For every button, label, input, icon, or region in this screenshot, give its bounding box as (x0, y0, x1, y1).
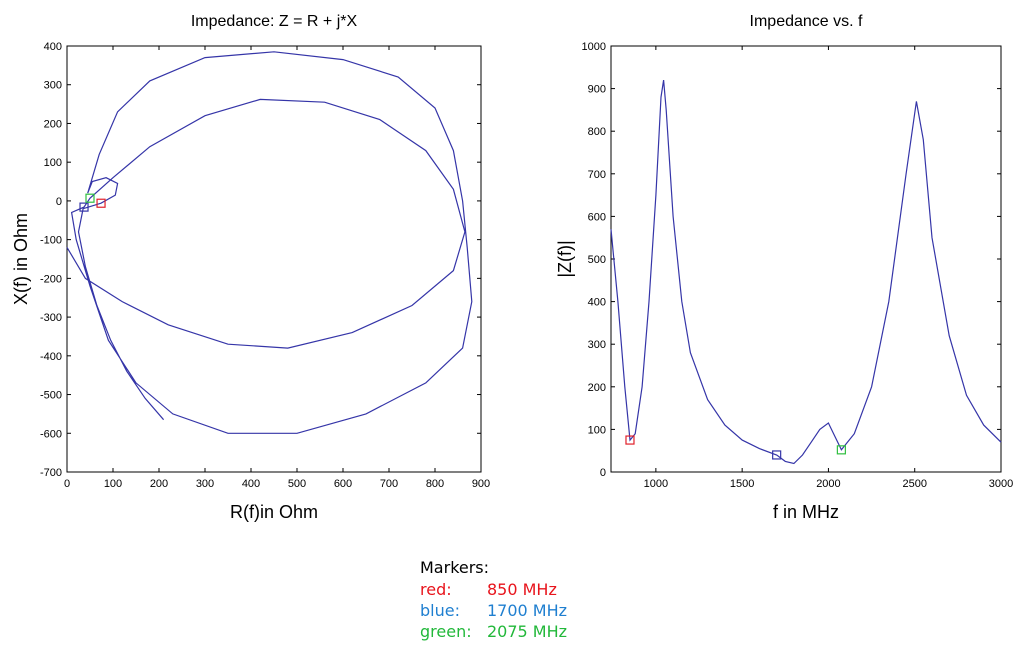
x-tick-label: 800 (426, 478, 444, 490)
marker-note-label: green: (420, 622, 472, 641)
y-tick-label: 0 (600, 467, 606, 479)
y-tick-label: 800 (588, 126, 606, 138)
marker (79, 202, 89, 212)
marker (625, 435, 635, 445)
y-tick-label: 900 (588, 84, 606, 96)
y-axis-label: |Z(f)| (555, 240, 575, 277)
y-tick-label: 400 (588, 297, 606, 309)
y-tick-label: 100 (588, 424, 606, 436)
markers-title: Markers: (420, 558, 489, 577)
y-tick-label: -300 (40, 312, 62, 324)
y-tick-label: 300 (44, 80, 62, 92)
plot-frame (66, 45, 482, 473)
y-tick-label: 0 (56, 196, 62, 208)
y-tick-label: 700 (588, 169, 606, 181)
y-tick-label: -600 (40, 428, 62, 440)
marker (96, 198, 106, 208)
chart-title: Impedance vs. f (750, 13, 864, 30)
x-tick-label: 1500 (730, 478, 754, 490)
y-tick-label: 1000 (582, 41, 606, 53)
y-tick-label: 300 (588, 339, 606, 351)
marker-note-value: 1700 MHz (487, 601, 567, 620)
plot-frame (610, 45, 1002, 473)
marker (85, 193, 95, 203)
data-line (66, 51, 473, 434)
y-tick-label: -500 (40, 390, 62, 402)
x-axis-label: f in MHz (773, 502, 839, 522)
x-tick-label: 300 (196, 478, 214, 490)
y-tick-label: 100 (44, 157, 62, 169)
x-tick-label: 600 (334, 478, 352, 490)
y-tick-label: 200 (588, 382, 606, 394)
x-tick-label: 900 (472, 478, 490, 490)
x-tick-label: 100 (104, 478, 122, 490)
y-tick-label: -400 (40, 351, 62, 363)
y-axis-label: X(f) in Ohm (11, 213, 31, 305)
chart-title: Impedance: Z = R + j*X (191, 13, 358, 30)
y-tick-label: 500 (588, 254, 606, 266)
x-tick-label: 3000 (989, 478, 1013, 490)
y-tick-label: 400 (44, 41, 62, 53)
marker-note-value: 850 MHz (487, 580, 557, 599)
marker-note-label: red: (420, 580, 452, 599)
x-tick-label: 2500 (902, 478, 926, 490)
x-tick-label: 500 (288, 478, 306, 490)
marker (772, 450, 782, 460)
x-tick-label: 700 (380, 478, 398, 490)
x-axis-label: R(f)in Ohm (230, 502, 318, 522)
y-tick-label: -700 (40, 467, 62, 479)
y-tick-label: -200 (40, 273, 62, 285)
marker (836, 445, 846, 455)
x-tick-label: 200 (150, 478, 168, 490)
y-tick-label: 200 (44, 118, 62, 130)
y-tick-label: -100 (40, 235, 62, 247)
x-tick-label: 2000 (816, 478, 840, 490)
x-tick-label: 0 (64, 478, 70, 490)
x-tick-label: 1000 (644, 478, 668, 490)
marker-note-value: 2075 MHz (487, 622, 567, 641)
marker-note-label: blue: (420, 601, 460, 620)
y-tick-label: 600 (588, 211, 606, 223)
x-tick-label: 400 (242, 478, 260, 490)
